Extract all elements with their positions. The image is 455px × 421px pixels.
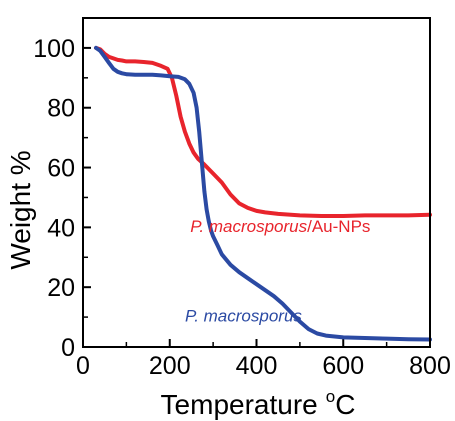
annotation-biomass: P. macrosporus (185, 307, 302, 326)
series-line-composite (94, 45, 432, 218)
tick-labels: 0 200 400 600 800 0 20 40 60 80 100 (33, 35, 451, 380)
annotations: P. macrosporus/Au-NPs P. macrosporus (185, 217, 370, 326)
axis-ticks (82, 46, 431, 348)
plot-frame (82, 17, 431, 348)
y-tick-label: 80 (47, 95, 75, 123)
y-tick-label: 100 (33, 35, 75, 63)
y-axis-label: Weight % (5, 150, 36, 269)
x-tick-label: 600 (322, 352, 364, 380)
series-line-biomass (94, 45, 432, 342)
x-axis-unit: C (335, 389, 355, 420)
annotation-composite: P. macrosporus/Au-NPs (190, 217, 370, 236)
x-axis-label-text: Temperature (161, 389, 318, 420)
x-axis-unit-degree: o (326, 387, 335, 406)
y-tick-label: 40 (47, 214, 75, 242)
y-tick-label: 20 (47, 274, 75, 302)
x-tick-label: 0 (76, 352, 90, 380)
y-tick-label: 0 (61, 334, 75, 362)
x-tick-label: 800 (409, 352, 451, 380)
x-axis-label: Temperature oC (161, 387, 356, 420)
series-layer (94, 45, 432, 342)
x-tick-label: 400 (236, 352, 278, 380)
x-tick-label: 200 (149, 352, 191, 380)
y-tick-label: 60 (47, 155, 75, 183)
